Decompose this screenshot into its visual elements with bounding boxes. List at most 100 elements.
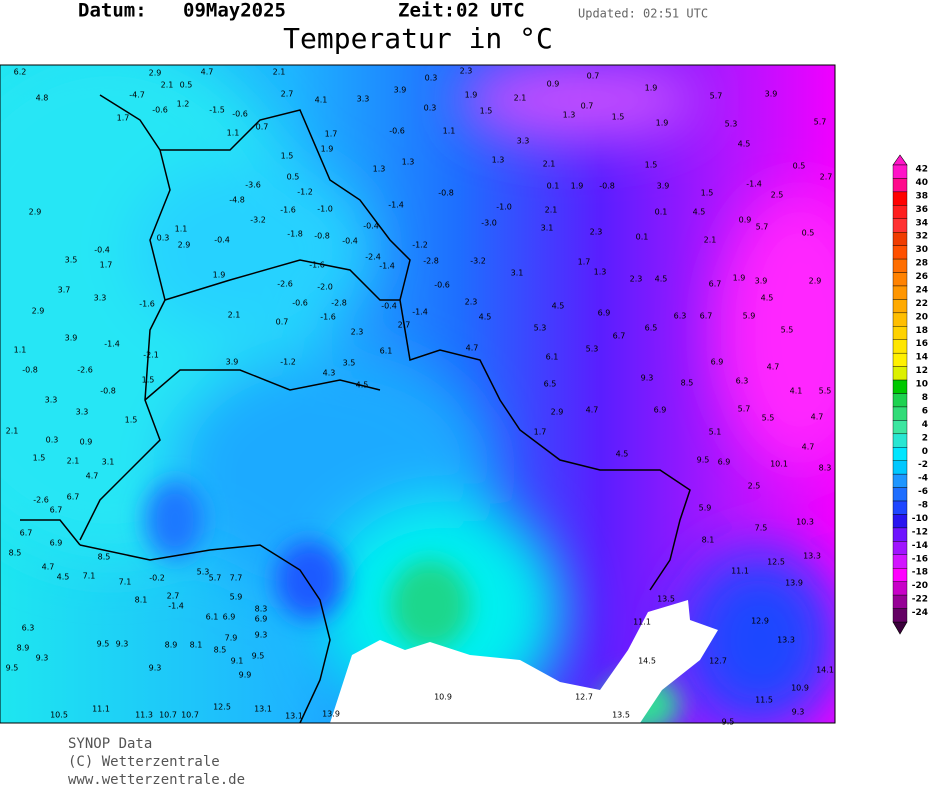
legend-label: 40 [915, 178, 928, 188]
station-value: 4.1 [790, 387, 803, 396]
legend-swatch [892, 312, 908, 327]
station-value: -1.8 [287, 230, 303, 239]
station-value: 9.3 [116, 640, 129, 649]
station-value: -2.6 [33, 496, 49, 505]
station-value: 11.1 [731, 567, 749, 576]
legend-label: 22 [915, 299, 928, 309]
station-value: -1.0 [317, 205, 333, 214]
updated: Updated: 02:51 UTC [578, 7, 708, 21]
station-value: 0.1 [547, 182, 560, 191]
station-value: 1.9 [645, 84, 658, 93]
station-value: 11.5 [755, 696, 773, 705]
date: 09May2025 [183, 0, 286, 22]
legend-label: -2 [918, 460, 928, 470]
station-value: 1.5 [480, 107, 493, 116]
station-value: 2.1 [161, 81, 174, 90]
station-value: 1.5 [701, 189, 714, 198]
station-value: 10.1 [770, 460, 788, 469]
station-value: 6.3 [674, 312, 687, 321]
station-value: 2.1 [228, 311, 241, 320]
station-value: 2.3 [460, 67, 473, 76]
station-value: 1.7 [117, 114, 130, 123]
station-value: 11.3 [135, 711, 153, 720]
legend-swatch [892, 366, 908, 381]
station-value: 3.3 [94, 294, 107, 303]
station-value: 1.9 [656, 119, 669, 128]
legend-label: -8 [918, 501, 928, 511]
station-value: 2.3 [465, 298, 478, 307]
station-value: 1.5 [33, 454, 46, 463]
station-value: -3.0 [481, 219, 497, 228]
station-value: 4.5 [738, 140, 751, 149]
station-value: -0.8 [314, 232, 330, 241]
station-value: 3.1 [102, 458, 115, 467]
legend-label: 42 [915, 165, 928, 175]
legend-swatch [892, 258, 908, 273]
station-value: 7.1 [83, 572, 96, 581]
station-value: 2.7 [398, 321, 411, 330]
station-value: 4.7 [42, 563, 55, 572]
date-label: Datum: [78, 0, 147, 22]
station-value: 4.5 [761, 294, 774, 303]
station-value: 4.7 [201, 68, 214, 77]
station-value: -0.4 [342, 237, 358, 246]
legend-swatch [892, 420, 908, 435]
station-value: -2.6 [77, 366, 93, 375]
legend-label: -14 [912, 541, 928, 551]
legend-label: 2 [922, 433, 928, 443]
station-value: -0.4 [214, 236, 230, 245]
station-value: 1.7 [100, 261, 113, 270]
legend-swatch [892, 379, 908, 394]
station-value: 13.3 [777, 636, 795, 645]
station-value: 10.3 [796, 518, 814, 527]
legend-label: 36 [915, 205, 928, 215]
station-value: 11.1 [633, 618, 651, 627]
station-value: 6.7 [67, 493, 80, 502]
station-value: 8.9 [165, 641, 178, 650]
station-value: 0.5 [287, 173, 300, 182]
station-value: 4.7 [86, 472, 99, 481]
station-value: -1.4 [746, 180, 762, 189]
station-value: 0.9 [80, 438, 93, 447]
station-value: 12.7 [575, 693, 593, 702]
station-value: 2.9 [178, 241, 191, 250]
station-value: 10.9 [791, 684, 809, 693]
station-value: -1.4 [412, 308, 428, 317]
station-value: -1.6 [320, 313, 336, 322]
station-value: 0.3 [46, 436, 59, 445]
station-value: 4.7 [802, 443, 815, 452]
station-value: 0.1 [655, 208, 668, 217]
station-value: 4.5 [616, 450, 629, 459]
legend-label: 30 [915, 245, 928, 255]
station-value: 6.3 [736, 377, 749, 386]
station-value: 6.9 [223, 613, 236, 622]
station-value: 10.7 [181, 711, 199, 720]
station-value: -0.6 [389, 127, 405, 136]
station-value: -0.6 [152, 106, 168, 115]
station-value: 0.5 [793, 162, 806, 171]
station-value: 7.1 [119, 578, 132, 587]
legend-swatch [892, 594, 908, 609]
station-value: 9.3 [36, 654, 49, 663]
station-value: -0.6 [292, 299, 308, 308]
station-value: 1.1 [227, 129, 240, 138]
legend-label: 34 [915, 218, 928, 228]
station-value: 3.9 [755, 277, 768, 286]
legend-label: -16 [912, 554, 928, 564]
station-value: 2.1 [514, 94, 527, 103]
station-value: -3.6 [245, 181, 261, 190]
station-value: -0.8 [438, 189, 454, 198]
borders [20, 94, 691, 723]
legend-label: 14 [915, 353, 928, 363]
legend-swatch [892, 514, 908, 529]
station-value: 3.3 [357, 95, 370, 104]
station-value: 2.5 [748, 482, 761, 491]
station-value: 1.9 [733, 274, 746, 283]
station-value: 13.1 [254, 705, 272, 714]
station-value: -1.6 [139, 300, 155, 309]
station-value: 1.7 [325, 130, 338, 139]
legend: 424038363432302826242220181614121086420-… [892, 154, 928, 635]
legend-label: -4 [918, 474, 928, 484]
station-value: -0.4 [94, 246, 110, 255]
legend-label: 26 [915, 272, 928, 282]
